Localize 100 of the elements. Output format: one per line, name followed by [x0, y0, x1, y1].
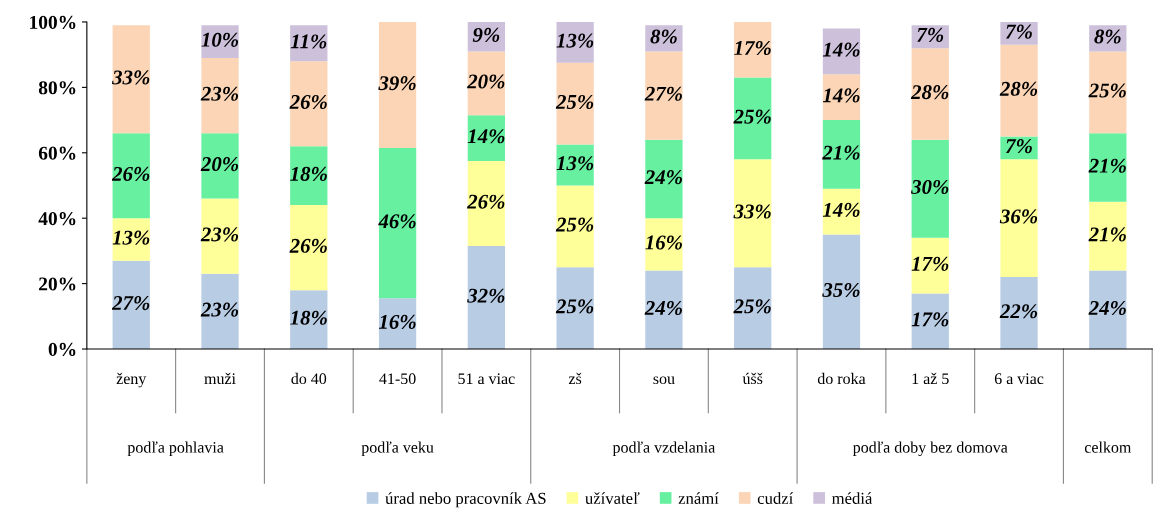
data-label: 22%	[999, 304, 1038, 319]
data-label: 11%	[290, 34, 327, 49]
data-label: 13%	[556, 33, 594, 48]
bar	[1000, 44, 1038, 137]
text: podľa pohlavia	[127, 441, 224, 457]
y-tick-label: 20%	[39, 277, 76, 291]
data-label: 8%	[650, 29, 677, 44]
data-label: 7%	[1006, 139, 1032, 154]
data-label: 25%	[1088, 83, 1126, 98]
data-label: 17%	[911, 312, 949, 327]
data-label: 26%	[289, 94, 327, 110]
y-tick-label: 0%	[48, 342, 76, 357]
data-label: 25%	[555, 299, 594, 314]
bar	[911, 237, 949, 294]
bar	[822, 120, 861, 189]
data-label: 18%	[290, 310, 327, 325]
x-tick-label: muži	[204, 372, 236, 385]
bar	[556, 185, 594, 268]
data-label: 13%	[556, 156, 594, 171]
data-label: 33%	[733, 204, 771, 219]
data-label: 35%	[822, 282, 860, 298]
data-label: 27%	[111, 296, 150, 311]
data-label: 16%	[645, 235, 682, 250]
bar	[734, 21, 772, 78]
data-label: 14%	[822, 88, 860, 103]
data-label: 23%	[200, 302, 239, 317]
text: podľa vzdelania	[612, 441, 716, 457]
bar	[290, 205, 328, 291]
legend-label: užívateľ	[585, 492, 640, 504]
data-label: 9%	[472, 27, 500, 42]
data-label: 14%	[467, 129, 505, 144]
bar	[734, 159, 772, 268]
data-label: 7%	[917, 27, 944, 42]
data-label: 30%	[911, 179, 949, 195]
bar	[645, 51, 683, 140]
data-label: 24%	[1088, 300, 1126, 316]
data-label: 25%	[733, 299, 771, 314]
text: podľa veku	[361, 441, 434, 457]
x-tick-label: 1 až 5	[912, 372, 949, 385]
data-label: 8%	[1094, 29, 1121, 44]
y-tick-label: 40%	[38, 212, 76, 226]
data-label: 13%	[112, 230, 150, 245]
data-label: 18%	[290, 166, 327, 181]
data-label: 27%	[644, 86, 682, 101]
data-label: 21%	[1088, 227, 1126, 242]
data-label: 14%	[822, 42, 860, 57]
data-label: 36%	[999, 209, 1038, 224]
x-tick-label: 41-50	[379, 373, 416, 385]
data-label: 25%	[555, 94, 594, 110]
bar	[911, 139, 949, 238]
data-label: 17%	[734, 40, 771, 56]
text: podľa doby bez domova	[852, 441, 1008, 457]
bar	[467, 160, 505, 246]
text: celkom	[1084, 441, 1132, 453]
y-tick-label: 60%	[38, 146, 76, 160]
bar	[467, 246, 505, 350]
data-label: 14%	[822, 202, 860, 217]
legend-label: médiá	[831, 492, 873, 504]
data-label: 39%	[378, 76, 416, 91]
data-label: 20%	[467, 74, 505, 89]
bar	[112, 260, 150, 350]
x-tick-label: do 40	[291, 372, 327, 385]
data-label: 23%	[200, 86, 239, 101]
bar	[378, 21, 417, 148]
x-tick-label: do roka	[817, 372, 866, 385]
legend-label: známí	[678, 492, 719, 504]
data-label: 10%	[201, 32, 239, 47]
x-tick-label: 6 a viac	[994, 373, 1044, 385]
bar	[290, 146, 328, 206]
x-tick-label: ženy	[116, 372, 147, 388]
data-label: 7%	[1006, 24, 1032, 39]
data-label: 21%	[822, 145, 860, 160]
data-label: 17%	[911, 256, 949, 271]
data-label: 26%	[289, 238, 327, 253]
data-label: 32%	[467, 288, 505, 303]
data-label: 24%	[644, 300, 682, 316]
data-label: 26%	[467, 194, 505, 209]
bar	[645, 218, 683, 271]
bar	[1089, 270, 1127, 350]
bar	[201, 273, 239, 350]
bar	[645, 270, 683, 350]
bar	[556, 62, 594, 145]
data-label: 33%	[111, 70, 150, 85]
legend-label: cudzí	[757, 492, 794, 504]
data-label: 28%	[999, 81, 1038, 96]
bar	[911, 293, 949, 350]
y-tick-label: 100%	[30, 15, 76, 29]
bar	[112, 133, 150, 219]
bar	[1000, 159, 1038, 278]
bar	[112, 218, 150, 261]
bar	[201, 57, 239, 134]
data-label: 26%	[111, 166, 150, 181]
bar	[112, 25, 150, 134]
data-label: 23%	[200, 227, 239, 242]
y-tick-label: 80%	[38, 81, 76, 95]
bar	[1000, 277, 1038, 350]
x-tick-label: úšš	[742, 372, 763, 385]
data-label: 16%	[378, 314, 416, 329]
legend-label: úrad nebo pracovník AS	[385, 492, 546, 508]
x-tick-label: sou	[653, 376, 675, 385]
